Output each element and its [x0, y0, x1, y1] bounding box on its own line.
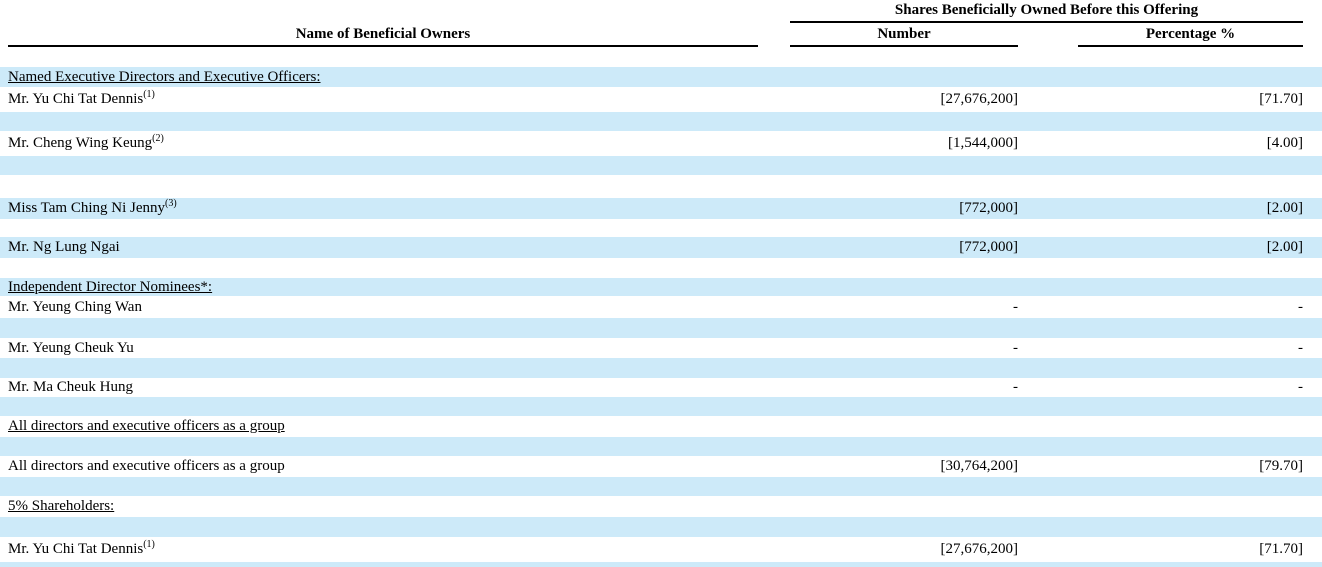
- shares-percentage: [71.70]: [1259, 541, 1303, 557]
- table-row: [0, 477, 1322, 496]
- shares-number: [1,544,000]: [948, 135, 1018, 151]
- owner-name: Mr. Yu Chi Tat Dennis: [8, 91, 144, 107]
- table-row: [0, 219, 1322, 237]
- name-column-header: Name of Beneficial Owners: [8, 24, 758, 47]
- shares-number: [30,764,200]: [940, 458, 1019, 474]
- shares-number: [27,676,200]: [940, 541, 1019, 557]
- table-row: [0, 175, 1322, 198]
- owner-name: 5% Shareholders:: [8, 498, 115, 514]
- table-row: Mr. Yu Chi Tat Dennis(1) [27,676,200] [7…: [0, 87, 1322, 112]
- percentage-column-header: Percentage %: [1078, 24, 1303, 47]
- owner-name-cell: Named Executive Directors and Executive …: [0, 69, 778, 86]
- table-row: Mr. Ma Cheuk Hung - -: [0, 378, 1322, 397]
- owner-name-cell: Miss Tam Ching Ni Jenny(3): [0, 198, 778, 217]
- table-row: Named Executive Directors and Executive …: [0, 67, 1322, 87]
- table-row: [0, 112, 1322, 131]
- table-row: All directors and executive officers as …: [0, 456, 1322, 477]
- table-row: [0, 358, 1322, 378]
- shares-number: -: [1013, 339, 1018, 356]
- shares-percentage: -: [1298, 379, 1303, 395]
- shares-percentage: [79.70]: [1259, 458, 1303, 474]
- table-row: [0, 156, 1322, 175]
- table-row: Miss Tam Ching Ni Jenny(3) [772,000] [2.…: [0, 198, 1322, 219]
- table-row: [0, 258, 1322, 278]
- shares-number: -: [1013, 298, 1018, 315]
- shares-percentage: [4.00]: [1266, 135, 1303, 151]
- owner-name: Named Executive Directors and Executive …: [8, 68, 321, 85]
- shares-percentage: [71.70]: [1259, 91, 1303, 107]
- table-row: [0, 318, 1322, 338]
- owner-name: All directors and executive officers as …: [8, 458, 285, 474]
- shares-percentage: [2.00]: [1266, 239, 1303, 255]
- table-row: 5% Shareholders:: [0, 496, 1322, 517]
- owner-name-cell: Mr. Yeung Cheuk Yu: [0, 340, 778, 357]
- owner-name: Mr. Yeung Cheuk Yu: [8, 339, 134, 356]
- ownership-table-body: Named Executive Directors and Executive …: [0, 67, 1322, 567]
- owner-name: Mr. Yeung Ching Wan: [8, 298, 142, 315]
- shares-number: [772,000]: [959, 200, 1018, 216]
- owner-name-cell: Mr. Yu Chi Tat Dennis(1): [0, 539, 778, 558]
- owner-name-cell: 5% Shareholders:: [0, 498, 778, 515]
- owner-name: Mr. Ma Cheuk Hung: [8, 379, 133, 395]
- table-row: [0, 397, 1322, 416]
- table-row: Independent Director Nominees*:: [0, 278, 1322, 296]
- owner-name-cell: Mr. Yeung Ching Wan: [0, 299, 778, 316]
- table-row: Mr. Cheng Wing Keung(2) [1,544,000] [4.0…: [0, 131, 1322, 156]
- owner-name-cell: Mr. Yu Chi Tat Dennis(1): [0, 89, 778, 108]
- table-row: Mr. Ng Lung Ngai [772,000] [2.00]: [0, 237, 1322, 258]
- owner-name-cell: Mr. Cheng Wing Keung(2): [0, 133, 778, 152]
- table-row: Mr. Yeung Ching Wan - -: [0, 296, 1322, 318]
- table-row: [0, 562, 1322, 567]
- owner-name-cell: Mr. Ng Lung Ngai: [0, 239, 778, 256]
- owner-name: Mr. Yu Chi Tat Dennis: [8, 541, 144, 557]
- footnote-ref: (3): [165, 198, 177, 209]
- shares-number: [772,000]: [959, 239, 1018, 255]
- shares-percentage: -: [1298, 339, 1303, 356]
- table-row: [0, 517, 1322, 537]
- owner-name-cell: All directors and executive officers as …: [0, 458, 778, 475]
- owner-name: Mr. Ng Lung Ngai: [8, 239, 120, 255]
- owner-name-cell: All directors and executive officers as …: [0, 418, 778, 435]
- table-row: [0, 437, 1322, 456]
- shares-number: [27,676,200]: [940, 91, 1019, 107]
- shares-number: -: [1013, 379, 1018, 395]
- owner-name: All directors and executive officers as …: [8, 418, 285, 434]
- footnote-ref: (1): [143, 89, 155, 100]
- owner-name: Miss Tam Ching Ni Jenny: [8, 200, 166, 216]
- table-row: All directors and executive officers as …: [0, 416, 1322, 437]
- number-column-header: Number: [790, 24, 1018, 47]
- shares-percentage: -: [1298, 298, 1303, 315]
- footnote-ref: (1): [143, 539, 155, 550]
- owner-name-cell: Mr. Ma Cheuk Hung: [0, 379, 778, 396]
- table-header: Shares Beneficially Owned Before this Of…: [0, 0, 1322, 67]
- owner-name: Mr. Cheng Wing Keung: [8, 135, 153, 151]
- footnote-ref: (2): [152, 133, 164, 144]
- table-row: Mr. Yeung Cheuk Yu - -: [0, 338, 1322, 358]
- owner-name: Independent Director Nominees*:: [8, 278, 213, 295]
- shares-group-header: Shares Beneficially Owned Before this Of…: [790, 0, 1303, 23]
- shares-percentage: [2.00]: [1266, 200, 1303, 216]
- owner-name-cell: Independent Director Nominees*:: [0, 279, 778, 296]
- table-row: Mr. Yu Chi Tat Dennis(1) [27,676,200] [7…: [0, 537, 1322, 562]
